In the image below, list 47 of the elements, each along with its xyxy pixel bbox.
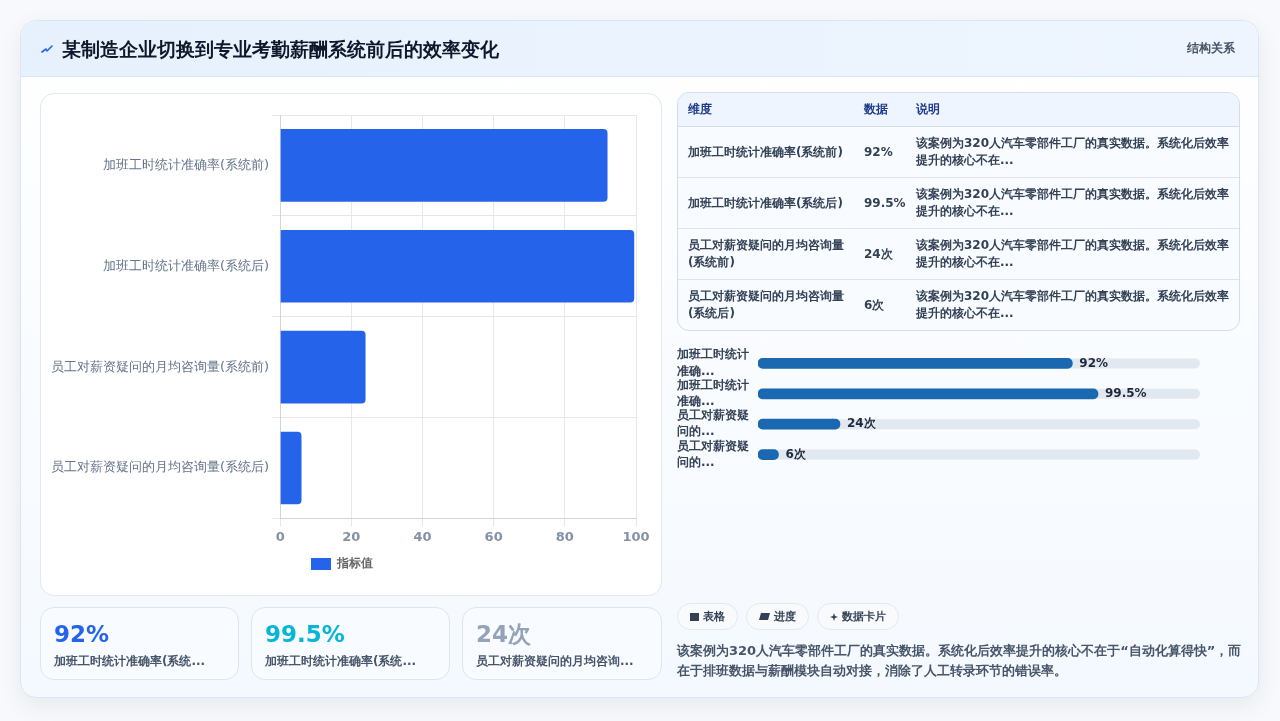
y-tick-label: 加班工时统计准确率(系统后) bbox=[102, 257, 270, 273]
text: 该案例为320人汽车零部件工厂的真实数据。系统化后效率提升的核心不在... bbox=[915, 186, 1231, 220]
text: 24次 bbox=[476, 620, 532, 648]
bar bbox=[758, 418, 841, 430]
text: 该案例为320人汽车零部件工厂的真实数据。系统化后效率提升的核心不在... bbox=[915, 288, 1231, 322]
x-tick-label: 80 bbox=[555, 528, 574, 544]
text: 该案例为320人汽车零部件工厂的真实数据。系统化后效率提升的核心不在... bbox=[915, 135, 1231, 169]
text: 结构关系 bbox=[1187, 40, 1235, 56]
text: 加班工时统计准确率(系统... bbox=[54, 653, 206, 669]
y-tick-label: 加班工时统计准确... bbox=[676, 377, 749, 409]
text: 进度 bbox=[774, 609, 796, 624]
text: 99.5% bbox=[265, 620, 345, 648]
text: 数据卡片 bbox=[842, 609, 886, 624]
text: 加班工时统计准确率(系统... bbox=[265, 653, 417, 669]
text: 说明 bbox=[906, 93, 1239, 127]
x-tick-label: 100 bbox=[622, 528, 650, 544]
legend-label: 指标值 bbox=[336, 556, 373, 571]
text: 99.5% bbox=[863, 194, 906, 212]
x-tick-label: 20 bbox=[342, 528, 361, 544]
bar bbox=[280, 229, 635, 303]
y-tick-label: 加班工时统计准确率(系统前) bbox=[102, 156, 270, 172]
text: 维度 bbox=[678, 93, 854, 127]
data-label: 92% bbox=[1079, 355, 1109, 370]
bar bbox=[280, 129, 608, 202]
y-tick-label: 员工对薪资疑问的月均咨询量(系统后) bbox=[50, 459, 270, 475]
data-label: 99.5% bbox=[1105, 385, 1147, 400]
bar bbox=[280, 330, 366, 404]
data-label: 24次 bbox=[847, 416, 877, 431]
x-tick-label: 60 bbox=[484, 528, 503, 544]
text: 6次 bbox=[863, 296, 886, 314]
text: 该案例为320人汽车零部件工厂的真实数据。系统化后效率提升的核心不在... bbox=[915, 237, 1231, 271]
x-tick-label: 40 bbox=[413, 528, 432, 544]
text: 表格 bbox=[703, 609, 725, 624]
x-tick-label: 0 bbox=[275, 528, 285, 544]
text: 92% bbox=[863, 143, 894, 161]
y-tick-label: 员工对薪资疑问的... bbox=[677, 438, 749, 469]
y-tick-label: 员工对薪资疑问的月均咨询量(系统前) bbox=[50, 358, 270, 374]
text: 员工对薪资疑问的月均咨询... bbox=[476, 653, 634, 669]
text: 24次 bbox=[863, 245, 894, 263]
text: 数据 bbox=[854, 93, 906, 127]
y-tick-label: 员工对薪资疑问的... bbox=[677, 408, 749, 439]
bar bbox=[280, 431, 302, 505]
text: 92% bbox=[54, 620, 110, 648]
chart-title: 某制造企业切换到专业考勤薪酬系统前后的效率变化 bbox=[62, 37, 499, 62]
y-tick-label: 加班工时统计准确... bbox=[676, 347, 749, 378]
text: 该案例为320人汽车零部件工厂的真实数据。系统化后效率提升的核心不在于“自动化算得快”，而在于排班数据与薪酬模块自动对接，消除了人工转录环节的错误率。 bbox=[677, 642, 1243, 680]
data-label: 6次 bbox=[785, 446, 807, 461]
